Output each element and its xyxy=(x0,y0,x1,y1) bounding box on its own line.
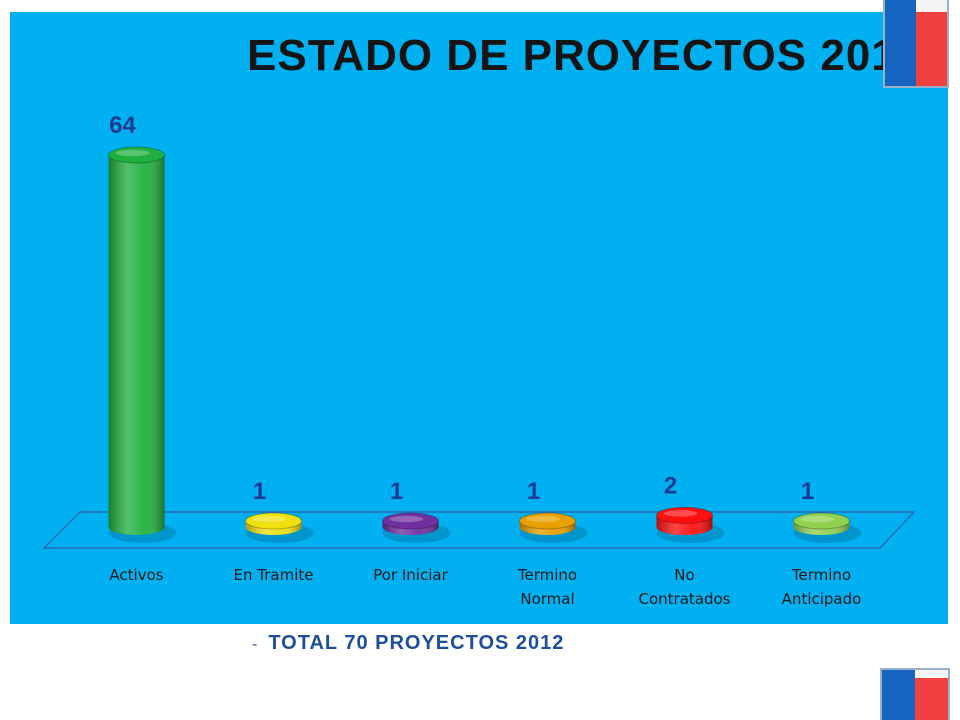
chart-title: ESTADO DE PROYECTOS 2012 xyxy=(247,31,922,80)
value-label-termino-anticipado: 1 xyxy=(801,478,814,505)
chart-panel: ESTADO DE PROYECTOS 2012 64 Activos 1 En Tr… xyxy=(10,12,948,624)
bar-en-tramite xyxy=(245,512,314,543)
flag-white-corner xyxy=(916,0,947,12)
footer-note: - TOTAL 70 PROYECTOS 2012 xyxy=(252,632,564,655)
category-label-line: Termino xyxy=(791,566,851,584)
flag-red-stripe xyxy=(915,678,948,720)
category-label-activos: Activos xyxy=(109,566,163,584)
value-label-en-tramite: 1 xyxy=(253,478,266,505)
value-label-no-contratados: 2 xyxy=(664,472,677,499)
bar-termino-normal xyxy=(519,512,588,543)
bar-termino-anticipado xyxy=(793,512,862,543)
bar-top-cap xyxy=(108,146,165,164)
flag-blue-stripe xyxy=(885,0,916,86)
bar-highlight xyxy=(115,149,150,157)
bar-por-iniciar xyxy=(382,512,451,543)
value-label-termino-normal: 1 xyxy=(527,478,540,505)
flag-logo-top xyxy=(883,0,949,88)
value-label-activos: 64 xyxy=(109,112,136,139)
value-label-por-iniciar: 1 xyxy=(390,478,403,505)
category-label-line: Anticipado xyxy=(782,590,862,608)
bar-shading xyxy=(108,155,165,535)
bar-chart: ESTADO DE PROYECTOS 2012 64 Activos 1 En Tr… xyxy=(42,31,922,608)
category-label-en-tramite: En Tramite xyxy=(234,566,314,584)
bar-top-cap xyxy=(793,512,850,530)
chart-floor xyxy=(42,511,916,549)
bar-highlight xyxy=(800,515,835,523)
bar-no-contratados xyxy=(656,506,725,543)
bar-highlight xyxy=(663,510,698,517)
footer-total-text: TOTAL 70 PROYECTOS 2012 xyxy=(268,632,565,654)
bar-activos xyxy=(108,146,177,543)
category-label-line: Normal xyxy=(520,590,574,608)
category-label-line: Por Iniciar xyxy=(373,566,448,584)
bar-highlight xyxy=(389,515,424,523)
category-label-line: No xyxy=(674,566,694,584)
bar-highlight xyxy=(526,515,561,523)
category-label-por-iniciar: Por Iniciar xyxy=(373,566,448,584)
category-label-termino-normal: Termino Normal xyxy=(517,566,577,608)
bar-top-cap xyxy=(519,512,576,530)
flag-blue-stripe xyxy=(882,670,915,720)
bar-highlight xyxy=(252,515,287,523)
flag-white-corner xyxy=(915,670,948,678)
category-label-line: Activos xyxy=(109,566,163,584)
category-label-no-contratados: No Contratados xyxy=(639,566,731,608)
flag-red-stripe xyxy=(916,12,947,86)
category-label-line: Contratados xyxy=(639,590,731,608)
category-label-line: Termino xyxy=(517,566,577,584)
bar-top-cap xyxy=(382,512,439,530)
footer-dash: - xyxy=(252,636,259,653)
bar-top-cap xyxy=(656,506,713,524)
flag-logo-bottom xyxy=(880,668,950,720)
category-label-line: En Tramite xyxy=(234,566,314,584)
bar-top-cap xyxy=(245,512,302,530)
category-label-termino-anticipado: Termino Anticipado xyxy=(782,566,862,608)
